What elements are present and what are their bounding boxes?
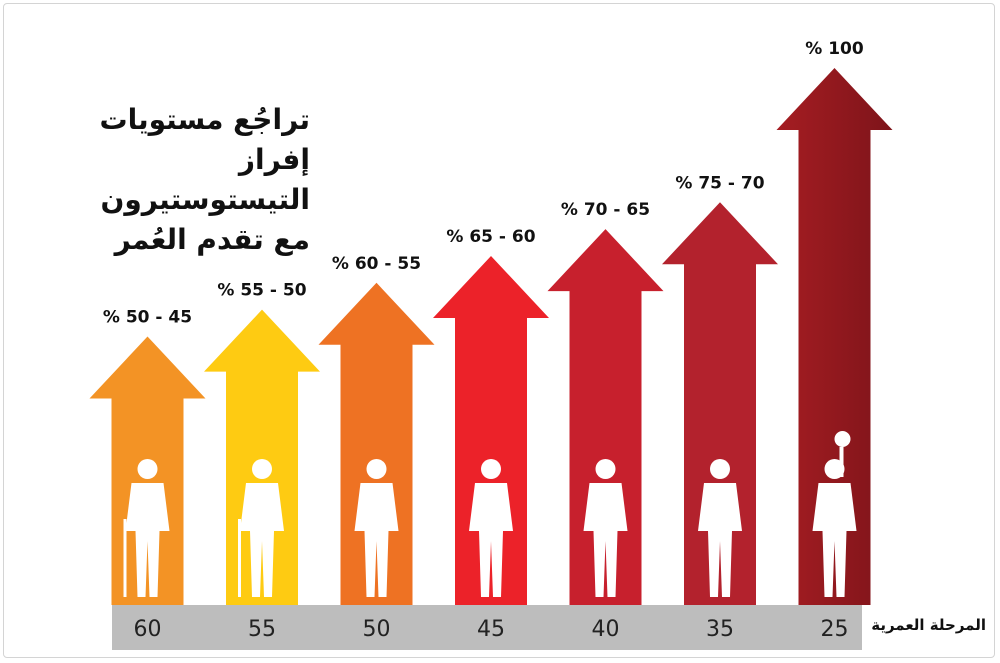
- person-silhouette-icon: [698, 459, 742, 597]
- bar-group: [89, 336, 206, 605]
- x-tick-labels: 60 55 50 45 40 35 25: [134, 617, 849, 642]
- x-tick-label: 25: [821, 617, 849, 642]
- person-silhouette-icon: [583, 459, 628, 597]
- data-labels: % 50 - 45 % 55 - 50 % 60 - 55 % 65 - 60 % 70…: [103, 39, 864, 328]
- x-tick-label: 45: [477, 617, 505, 642]
- bar-group: [204, 309, 320, 605]
- bar-arrow: [776, 68, 893, 605]
- title-line-3: مع تقدم العُمر: [114, 223, 310, 256]
- bar-group: [433, 255, 549, 605]
- person-silhouette-icon: [469, 459, 513, 597]
- person-silhouette-icon: [354, 459, 399, 597]
- bar-group: [547, 229, 664, 605]
- bar-group: [318, 282, 435, 605]
- person-silhouette-icon: [812, 431, 857, 597]
- x-tick-label: 60: [134, 617, 162, 642]
- frame-border: [3, 3, 995, 658]
- data-label: % 50 - 45: [103, 308, 192, 328]
- bar-arrow: [318, 282, 435, 605]
- x-tick-label: 50: [363, 617, 391, 642]
- x-axis-band: [112, 605, 862, 650]
- x-axis-label: المرحلة العمرية: [871, 616, 986, 634]
- x-tick-label: 55: [248, 617, 276, 642]
- x-tick-label: 40: [592, 617, 620, 642]
- bars: [89, 68, 893, 605]
- data-label: % 100: [805, 39, 864, 59]
- person-silhouette-icon: [238, 459, 284, 597]
- bar-group: [662, 202, 778, 605]
- title-line-1: تراجُع مستويات: [99, 103, 310, 136]
- bar-arrow: [433, 255, 549, 605]
- chart-title: تراجُع مستويات إفراز التيستوستيرون مع تق…: [70, 100, 310, 260]
- data-label: % 70 - 65: [561, 200, 650, 220]
- data-label: % 75 - 70: [675, 173, 764, 193]
- person-silhouette-icon: [123, 459, 170, 597]
- title-line-2: إفراز التيستوستيرون: [100, 143, 310, 216]
- bar-arrow: [547, 229, 664, 605]
- bar-arrow: [204, 309, 320, 605]
- data-label: % 55 - 50: [217, 281, 306, 301]
- bar-group: [776, 68, 893, 605]
- x-tick-label: 35: [706, 617, 734, 642]
- bar-arrow: [662, 202, 778, 605]
- data-label: % 65 - 60: [446, 227, 535, 247]
- data-label: % 60 - 55: [332, 254, 421, 274]
